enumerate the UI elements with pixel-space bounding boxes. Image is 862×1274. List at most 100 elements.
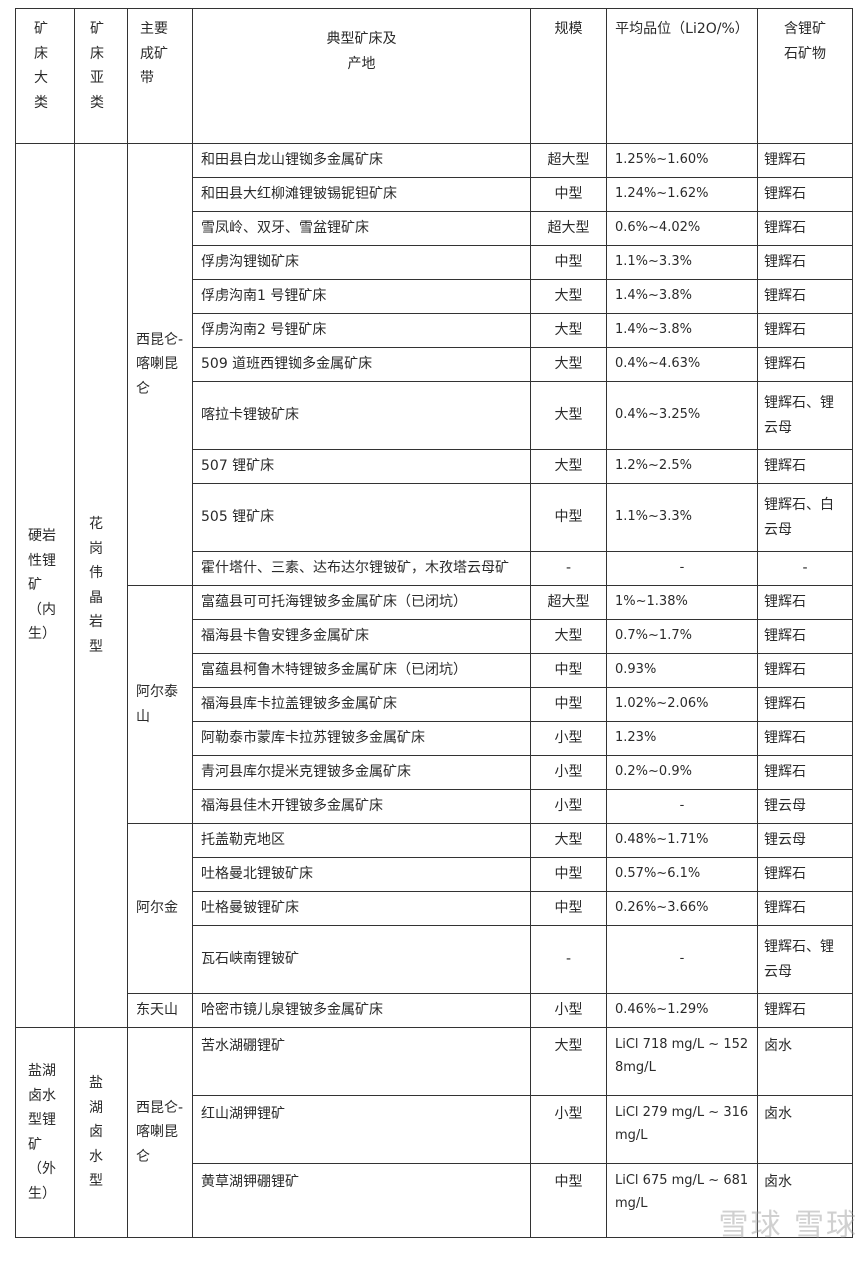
subtype-cell: 花岗伟晶岩型 (74, 143, 128, 1028)
grade-cell: 1.23% (606, 721, 758, 756)
scale-cell: 中型 (530, 891, 607, 926)
grade-cell: - (606, 925, 758, 994)
header-category: 矿床大类 (15, 8, 75, 144)
table-row: 福海县佳木开锂铍多金属矿床 小型 - 锂云母 (16, 789, 853, 824)
table-row: 505 锂矿床 中型 1.1%~3.3% 锂辉石、白云母 (16, 483, 853, 552)
scale-cell: 超大型 (530, 143, 607, 178)
watermark-logo: 雪球 雪球 (718, 1200, 858, 1244)
deposit-name-cell: 509 道班西锂铷多金属矿床 (192, 347, 531, 382)
scale-cell: 小型 (530, 993, 607, 1028)
header-row: 矿床大类 矿床亚类 主要成矿带 典型矿床及产地 规模 平均品位（Li2O/%） … (15, 8, 853, 144)
grade-cell: 1.25%~1.60% (606, 143, 758, 178)
mineral-cell: 卤水 (757, 1163, 853, 1238)
deposit-name-cell: 霍什塔什、三素、达布达尔锂铍矿，木孜塔云母矿 (192, 551, 531, 586)
scale-cell: - (530, 551, 607, 586)
table-row: 吐格曼北锂铍矿床 中型 0.57%~6.1% 锂辉石 (16, 857, 853, 892)
mineral-cell: 锂辉石、锂云母 (757, 381, 853, 450)
grade-cell: 0.26%~3.66% (606, 891, 758, 926)
grade-cell: 0.93% (606, 653, 758, 688)
table-row: 俘虏沟南1 号锂矿床 大型 1.4%~3.8% 锂辉石 (16, 279, 853, 314)
deposit-name-cell: 青河县库尔提米克锂铍多金属矿床 (192, 755, 531, 790)
belt-cell: 西昆仑-喀喇昆仑 (127, 143, 193, 586)
scale-cell: 中型 (530, 687, 607, 722)
header-belt: 主要成矿带 (127, 8, 193, 144)
mineral-cell: 锂辉石 (757, 279, 853, 314)
grade-cell: 1.2%~2.5% (606, 449, 758, 484)
scale-cell: 中型 (530, 245, 607, 280)
scale-cell: 大型 (530, 381, 607, 450)
deposit-name-cell: 瓦石峡南锂铍矿 (192, 925, 531, 994)
deposit-name-cell: 福海县佳木开锂铍多金属矿床 (192, 789, 531, 824)
deposit-name-cell: 和田县白龙山锂铷多金属矿床 (192, 143, 531, 178)
table-body: 硬岩性锂矿（内生） 花岗伟晶岩型 西昆仑-喀喇昆仑 和田县白龙山锂铷多金属矿床 超大型 1… (15, 143, 853, 1238)
deposit-name-cell: 富蕴县柯鲁木特锂铍多金属矿床（已闭坑） (192, 653, 531, 688)
header-deposit: 典型矿床及产地 (192, 8, 531, 144)
deposit-name-cell: 吐格曼北锂铍矿床 (192, 857, 531, 892)
scale-cell: 中型 (530, 857, 607, 892)
deposit-name-cell: 吐格曼铍锂矿床 (192, 891, 531, 926)
table-row: 阿尔金 托盖勒克地区 大型 0.48%~1.71% 锂云母 (16, 823, 853, 994)
belt-cell: 阿尔金 (127, 823, 193, 994)
table-row: 青河县库尔提米克锂铍多金属矿床 小型 0.2%~0.9% 锂辉石 (16, 755, 853, 790)
deposit-name-cell: 红山湖钾锂矿 (192, 1095, 531, 1164)
scale-cell: 大型 (530, 619, 607, 654)
deposit-name-cell: 俘虏沟南1 号锂矿床 (192, 279, 531, 314)
table-row: 雪凤岭、双牙、雪盆锂矿床 超大型 0.6%~4.02% 锂辉石 (16, 211, 853, 246)
mineral-cell: 锂辉石 (757, 993, 853, 1028)
grade-cell: 0.4%~4.63% (606, 347, 758, 382)
deposit-name-cell: 俘虏沟锂铷矿床 (192, 245, 531, 280)
table-row: 福海县库卡拉盖锂铍多金属矿床 中型 1.02%~2.06% 锂辉石 (16, 687, 853, 722)
grade-cell: LiCl 675 mg/L ~ 681mg/L (606, 1163, 758, 1238)
mineral-cell: 锂辉石 (757, 313, 853, 348)
mineral-cell: 锂辉石 (757, 585, 853, 620)
mineral-cell: 锂辉石、锂云母 (757, 925, 853, 994)
table-row: 507 锂矿床 大型 1.2%~2.5% 锂辉石 (16, 449, 853, 484)
mineral-cell: 锂辉石 (757, 857, 853, 892)
header-scale: 规模 (530, 8, 607, 144)
mineral-cell: 锂辉石 (757, 177, 853, 212)
mineral-cell: 卤水 (757, 1095, 853, 1164)
category-cell: 硬岩性锂矿（内生） (15, 143, 75, 1028)
table-row: 俘虏沟南2 号锂矿床 大型 1.4%~3.8% 锂辉石 (16, 313, 853, 348)
mineral-cell: - (757, 551, 853, 586)
deposit-name-cell: 507 锂矿床 (192, 449, 531, 484)
grade-cell: 1%~1.38% (606, 585, 758, 620)
grade-cell: 1.4%~3.8% (606, 313, 758, 348)
scale-cell: 小型 (530, 755, 607, 790)
table-row: 阿尔泰山 富蕴县可可托海锂铍多金属矿床（已闭坑） 超大型 1%~1.38% 锂辉石 (16, 585, 853, 824)
grade-cell: LiCl 279 mg/L ~ 316mg/L (606, 1095, 758, 1164)
scale-cell: 中型 (530, 177, 607, 212)
mineral-cell: 锂辉石 (757, 755, 853, 790)
deposit-name-cell: 505 锂矿床 (192, 483, 531, 552)
deposit-name-cell: 俘虏沟南2 号锂矿床 (192, 313, 531, 348)
table-row: 霍什塔什、三素、达布达尔锂铍矿，木孜塔云母矿 - - - (16, 551, 853, 586)
deposit-name-cell: 阿勒泰市蒙库卡拉苏锂铍多金属矿床 (192, 721, 531, 756)
mineral-cell: 卤水 (757, 1027, 853, 1096)
scale-cell: 大型 (530, 313, 607, 348)
deposit-name-cell: 雪凤岭、双牙、雪盆锂矿床 (192, 211, 531, 246)
grade-cell: 0.7%~1.7% (606, 619, 758, 654)
subtype-cell: 盐湖卤水型 (74, 1027, 128, 1238)
mineral-cell: 锂辉石 (757, 449, 853, 484)
scale-cell: 超大型 (530, 585, 607, 620)
table-row: 509 道班西锂铷多金属矿床 大型 0.4%~4.63% 锂辉石 (16, 347, 853, 382)
mineral-cell: 锂辉石 (757, 143, 853, 178)
table-row: 盐湖卤水型锂矿（外生） 盐湖卤水型 西昆仑-喀喇昆仑 苦水湖硼锂矿 大型 LiCl 718… (15, 1027, 853, 1238)
table-row: 和田县大红柳滩锂铍锡铌钽矿床 中型 1.24%~1.62% 锂辉石 (16, 177, 853, 212)
scale-cell: 小型 (530, 1095, 607, 1164)
mineral-cell: 锂辉石 (757, 211, 853, 246)
scale-cell: 大型 (530, 449, 607, 484)
scale-cell: 大型 (530, 823, 607, 858)
grade-cell: 1.24%~1.62% (606, 177, 758, 212)
table-row: 吐格曼铍锂矿床 中型 0.26%~3.66% 锂辉石 (16, 891, 853, 926)
scale-cell: 中型 (530, 653, 607, 688)
grade-cell: 0.6%~4.02% (606, 211, 758, 246)
deposit-name-cell: 福海县库卡拉盖锂铍多金属矿床 (192, 687, 531, 722)
mineral-cell: 锂辉石 (757, 687, 853, 722)
scale-cell: 中型 (530, 1163, 607, 1238)
table-row: 东天山 哈密市镜儿泉锂铍多金属矿床 小型 0.46%~1.29% 锂辉石 (16, 993, 853, 1028)
belt-cell: 阿尔泰山 (127, 585, 193, 824)
deposit-name-cell: 喀拉卡锂铍矿床 (192, 381, 531, 450)
grade-cell: 0.48%~1.71% (606, 823, 758, 858)
mineral-cell: 锂辉石 (757, 891, 853, 926)
